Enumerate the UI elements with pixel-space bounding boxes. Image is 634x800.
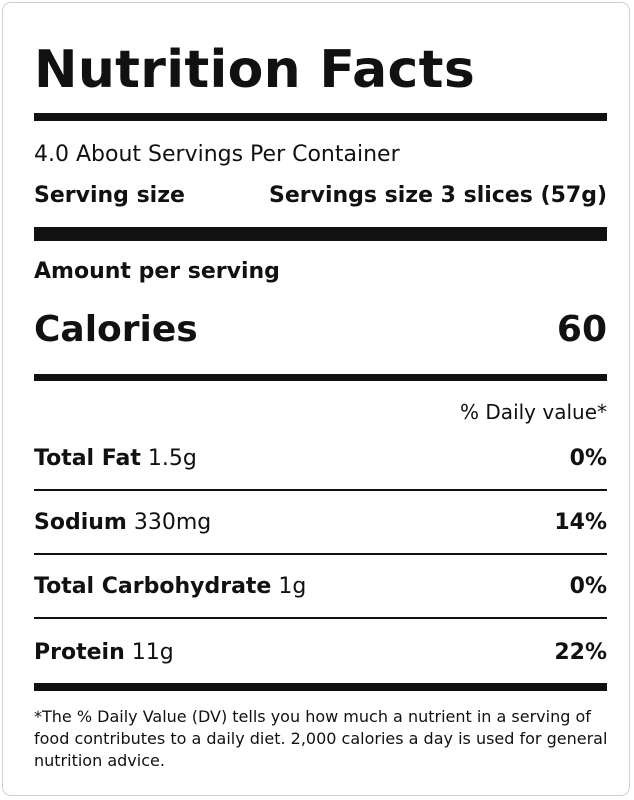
nutrient-name: Total Fat [34, 446, 141, 471]
calories-label: Calories [34, 309, 198, 350]
nutrient-percent-dv: 0% [569, 446, 607, 471]
nutrient-name: Sodium [34, 510, 127, 535]
title-divider [34, 113, 607, 121]
nutrients-divider [34, 683, 607, 691]
nutrient-amount: 11g [131, 640, 174, 665]
nutrient-row: Protein 11g 22% [34, 635, 607, 671]
nutrient-row: Total Fat 1.5g 0% [34, 441, 607, 477]
serving-size-row: Serving size Servings size 3 slices (57g… [34, 180, 607, 212]
nutrient-name: Protein [34, 640, 125, 665]
nutrient-amount: 1.5g [147, 446, 197, 471]
nutrient-percent-dv: 0% [569, 574, 607, 599]
calories-divider [34, 374, 607, 381]
label-title: Nutrition Facts [34, 40, 476, 100]
daily-value-header: % Daily value* [460, 400, 607, 424]
nutrient-row: Total Carbohydrate 1g 0% [34, 569, 607, 605]
row-divider [34, 617, 607, 619]
row-divider [34, 489, 607, 491]
nutrient-amount: 1g [278, 574, 307, 599]
serving-divider [34, 227, 607, 241]
calories-row: Calories 60 [34, 306, 607, 354]
amount-per-serving: Amount per serving [34, 259, 280, 284]
serving-size-label: Serving size [34, 183, 185, 208]
calories-value: 60 [556, 309, 607, 350]
servings-per-container: 4.0 About Servings Per Container [34, 142, 400, 167]
row-divider [34, 553, 607, 555]
footnote: *The % Daily Value (DV) tells you how mu… [34, 707, 608, 770]
nutrient-amount: 330mg [133, 510, 212, 535]
serving-size-value: Servings size 3 slices (57g) [268, 183, 607, 208]
nutrient-name: Total Carbohydrate [34, 574, 272, 599]
nutrient-percent-dv: 22% [554, 640, 607, 665]
nutrient-row: Sodium 330mg 14% [34, 505, 607, 541]
nutrient-percent-dv: 14% [554, 510, 607, 535]
